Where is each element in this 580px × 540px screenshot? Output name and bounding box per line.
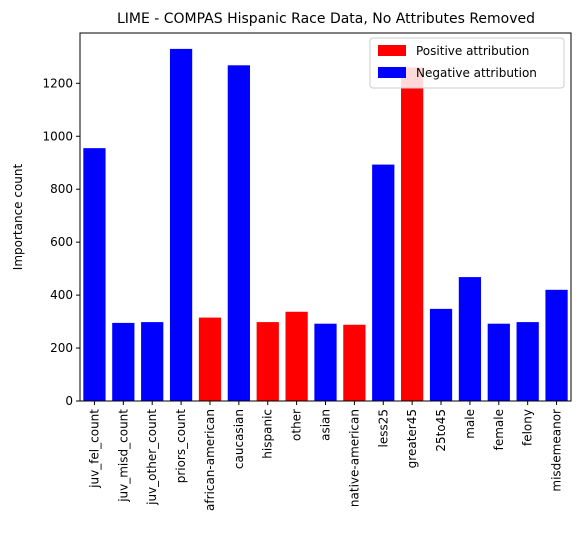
chart-title: LIME - COMPAS Hispanic Race Data, No Att… [117, 11, 535, 27]
x-tick-label: african-american [203, 409, 217, 511]
plot-area [83, 48, 568, 402]
bar-priors_count [169, 48, 193, 402]
bar-male [458, 277, 482, 401]
bar-hispanic [256, 322, 279, 401]
bar-female [487, 323, 510, 401]
bar-juv_misd_count [112, 322, 135, 401]
legend: Positive attribution Negative attribution [369, 37, 565, 89]
y-tick-label: 400 [50, 288, 73, 302]
y-tick-label: 1000 [42, 129, 73, 143]
x-tick-label: male [463, 409, 477, 439]
y-axis-label: Importance count [11, 163, 25, 270]
bar-misdemeanor [545, 289, 568, 401]
y-tick-label: 0 [65, 394, 73, 408]
bar-greater45 [401, 67, 424, 401]
legend-box [369, 37, 565, 89]
x-tick-label: 25to45 [434, 409, 448, 452]
bar-felony [516, 322, 539, 401]
bar-juv_fel_count [83, 148, 106, 401]
bar-less25 [372, 164, 395, 401]
bar-african-american [198, 317, 222, 401]
x-tick-label: caucasian [232, 409, 246, 469]
legend-label-negative: Negative attribution [416, 66, 537, 80]
x-tick-label: felony [521, 409, 535, 446]
x-tick-label: hispanic [261, 409, 275, 459]
legend-label-positive: Positive attribution [416, 44, 529, 58]
legend-swatch-negative [378, 67, 406, 78]
x-tick-label: greater45 [405, 409, 419, 468]
x-tick-label: less25 [376, 409, 390, 448]
x-tick-label: juv_fel_count [87, 409, 101, 489]
x-tick-label: asian [319, 409, 333, 441]
bar-25to45 [429, 308, 453, 401]
bar-other [285, 311, 308, 401]
y-tick-label: 200 [50, 341, 73, 355]
x-tick-label: other [290, 409, 304, 441]
x-tick-label: misdemeanor [550, 409, 564, 492]
x-tick-label: juv_misd_count [116, 409, 130, 503]
bar-juv_other_count [141, 322, 164, 401]
y-axis: 0 200 400 600 800 1000 1200 [42, 76, 80, 408]
x-tick-label: priors_count [174, 409, 188, 484]
y-tick-label: 800 [50, 182, 73, 196]
legend-swatch-positive [378, 45, 406, 56]
bar-asian [314, 323, 337, 401]
x-axis: juv_fel_count juv_misd_count juv_other_cou… [87, 401, 564, 511]
bar-native-american [343, 324, 366, 401]
x-tick-label: native-american [347, 409, 361, 507]
x-tick-label: juv_other_count [145, 409, 159, 506]
bar-caucasian [227, 65, 250, 401]
y-tick-label: 1200 [42, 76, 73, 90]
x-tick-label: female [492, 409, 506, 450]
y-tick-label: 600 [50, 235, 73, 249]
